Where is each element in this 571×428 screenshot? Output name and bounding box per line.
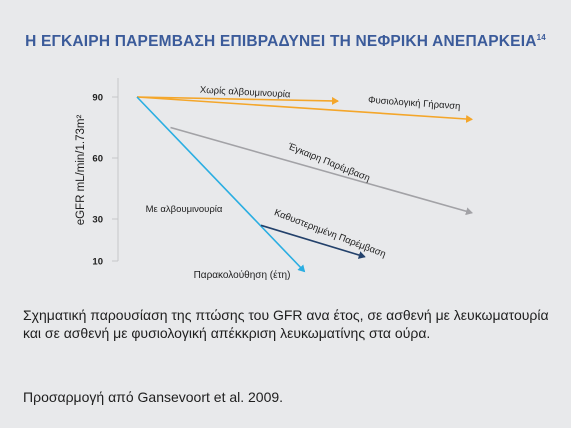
series-normal-aging	[136, 96, 473, 123]
label-no-albuminuria: Χωρίς αλβουμινουρία	[200, 85, 291, 101]
series-with-albuminuria	[136, 96, 306, 273]
y-tick-label: 10	[92, 257, 103, 268]
chart: 10 30 60 90 eGFR mL/min/1.73m² Παρακολούθησ…	[75, 78, 473, 281]
title-reference: 14	[536, 33, 546, 42]
caption: Σχηματική παρουσίαση της πτώσης του GFR …	[23, 307, 549, 341]
y-tick-label: 90	[92, 93, 103, 104]
label-with-albuminuria: Με αλβουμινουρία	[146, 204, 223, 215]
y-ticks: 10 30 60 90	[92, 93, 118, 268]
source-note: Προσαρμογή από Gansevoort et al. 2009.	[23, 389, 284, 405]
label-early-intervention: Έγκαιρη Παρέμβαση	[285, 141, 371, 184]
label-normal-aging: Φυσιολογική Γήρανση	[368, 95, 461, 112]
series-no-albuminuria	[136, 96, 339, 105]
chart-title: Η ΕΓΚΑΙΡΗ ΠΑΡΕΜΒΑΣΗ ΕΠΙΒΡΑΔΥΝΕΙ ΤΗ ΝΕΦΡΙ…	[0, 33, 571, 51]
series-lines	[136, 96, 473, 273]
x-axis-label: Παρακολούθηση (έτη)	[194, 269, 291, 281]
series-early-intervention	[170, 126, 473, 216]
y-tick-label: 30	[92, 215, 103, 226]
y-axis-label: eGFR mL/min/1.73m²	[75, 115, 87, 226]
y-tick-label: 60	[92, 154, 103, 165]
chart-title-text: Η ΕΓΚΑΙΡΗ ΠΑΡΕΜΒΑΣΗ ΕΠΙΒΡΑΔΥΝΕΙ ΤΗ ΝΕΦΡΙ…	[25, 33, 537, 50]
series-late-intervention	[260, 224, 366, 259]
